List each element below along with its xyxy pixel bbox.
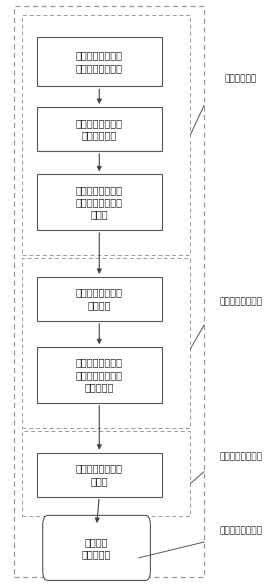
Bar: [37, 36, 162, 86]
Text: 修正储能电池的功
率需求，确定最终
的储能功率: 修正储能电池的功 率需求，确定最终 的储能功率: [76, 357, 123, 393]
Bar: [14, 6, 204, 577]
Text: 储能系统配置结果: 储能系统配置结果: [219, 526, 262, 535]
FancyBboxPatch shape: [43, 516, 150, 580]
Text: 分析查找分布式发
电的历史功率样本: 分析查找分布式发 电的历史功率样本: [76, 50, 123, 73]
Bar: [37, 347, 162, 403]
Bar: [22, 15, 190, 255]
Text: 储能功率确定环节: 储能功率确定环节: [219, 297, 262, 306]
Bar: [37, 452, 162, 497]
Text: 优化准备环节: 优化准备环节: [225, 74, 257, 84]
Text: 确定平抑分布式发
电系统的功率波动
的目标: 确定平抑分布式发 电系统的功率波动 的目标: [76, 185, 123, 220]
Bar: [22, 258, 190, 428]
Text: 完成储能
电池的配置: 完成储能 电池的配置: [82, 537, 111, 559]
Bar: [37, 175, 162, 230]
Text: 对分布式发电数据
进行幅频变换: 对分布式发电数据 进行幅频变换: [76, 118, 123, 140]
Bar: [22, 431, 190, 516]
Text: 确定储能电池的容
量需求: 确定储能电池的容 量需求: [76, 464, 123, 486]
Bar: [37, 107, 162, 151]
Text: 确定储能功率需求
的理想值: 确定储能功率需求 的理想值: [76, 288, 123, 310]
Bar: [37, 277, 162, 321]
Text: 储能容最确定环节: 储能容最确定环节: [219, 452, 262, 462]
